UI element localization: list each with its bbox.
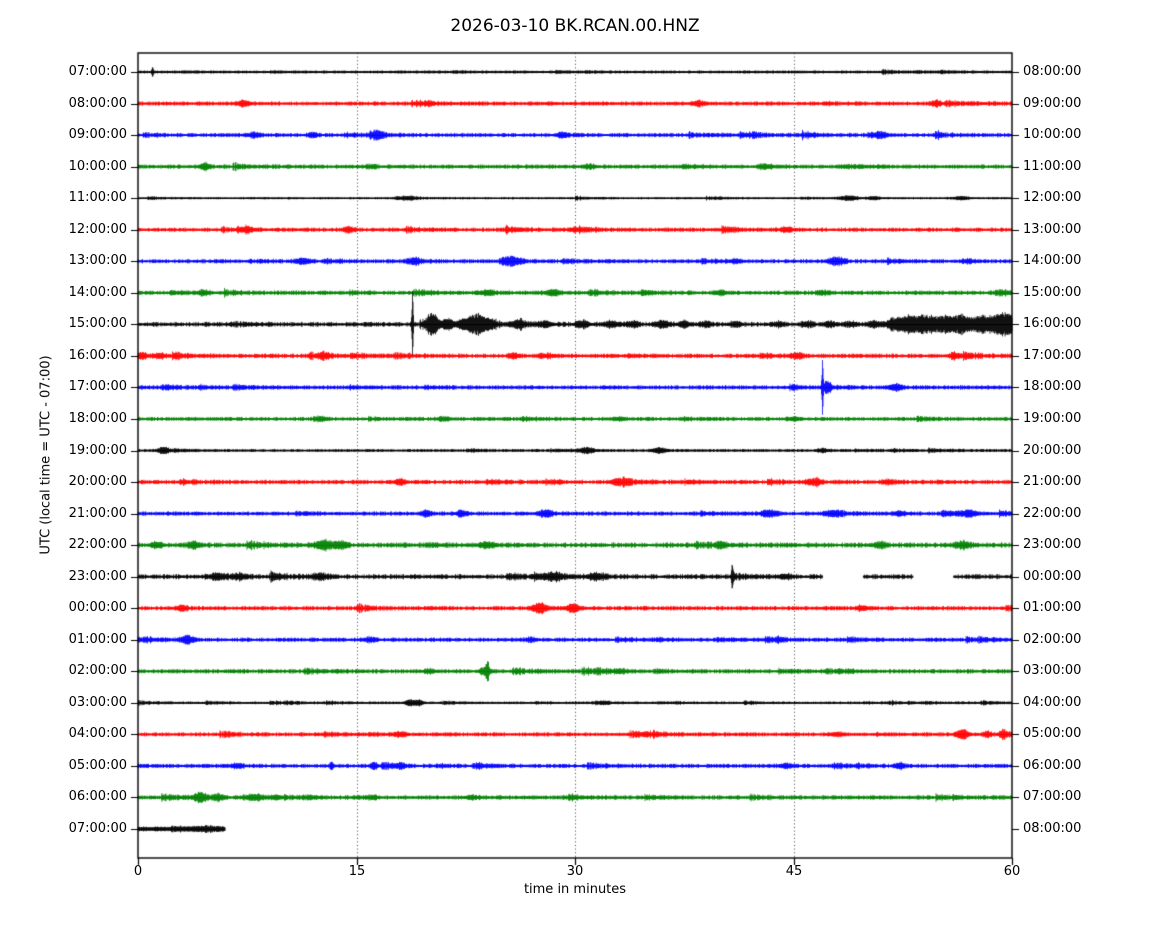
utc-time-label: 00:00:00	[68, 600, 127, 615]
utc-time-label: 18:00:00	[68, 411, 127, 426]
end-time-label: 00:00:00	[1023, 569, 1082, 584]
utc-time-label: 11:00:00	[68, 190, 127, 205]
end-time-label: 08:00:00	[1023, 64, 1082, 79]
end-time-label: 13:00:00	[1023, 222, 1082, 237]
end-time-label: 16:00:00	[1023, 316, 1082, 331]
end-time-label: 07:00:00	[1023, 789, 1082, 804]
x-axis-label: time in minutes	[523, 882, 627, 897]
end-time-label: 11:00:00	[1023, 159, 1082, 174]
utc-time-label: 10:00:00	[68, 159, 127, 174]
end-time-label: 05:00:00	[1023, 726, 1082, 741]
end-time-label: 18:00:00	[1023, 379, 1082, 394]
end-time-label: 04:00:00	[1023, 695, 1082, 710]
utc-time-label: 20:00:00	[68, 474, 127, 489]
utc-time-label: 15:00:00	[68, 316, 127, 331]
end-time-label: 23:00:00	[1023, 537, 1082, 552]
end-time-label: 08:00:00	[1023, 821, 1082, 836]
utc-time-label: 01:00:00	[68, 632, 127, 647]
utc-time-label: 03:00:00	[68, 695, 127, 710]
utc-time-label: 14:00:00	[68, 285, 127, 300]
x-tick-label: 30	[566, 864, 584, 879]
utc-time-label: 09:00:00	[68, 127, 127, 142]
x-tick-label: 60	[1003, 864, 1021, 879]
end-time-label: 10:00:00	[1023, 127, 1082, 142]
end-time-label: 17:00:00	[1023, 348, 1082, 363]
end-time-label: 20:00:00	[1023, 443, 1082, 458]
utc-time-label: 07:00:00	[68, 64, 127, 79]
end-time-label: 03:00:00	[1023, 663, 1082, 678]
end-time-label: 01:00:00	[1023, 600, 1082, 615]
x-tick-label: 45	[785, 864, 803, 879]
figure-title: 2026-03-10 BK.RCAN.00.HNZ	[450, 16, 700, 36]
utc-time-label: 02:00:00	[68, 663, 127, 678]
x-tick-label: 0	[133, 864, 143, 879]
utc-time-label: 05:00:00	[68, 758, 127, 773]
end-time-label: 21:00:00	[1023, 474, 1082, 489]
end-time-label: 22:00:00	[1023, 506, 1082, 521]
utc-time-label: 12:00:00	[68, 222, 127, 237]
utc-time-label: 16:00:00	[68, 348, 127, 363]
end-time-label: 14:00:00	[1023, 253, 1082, 268]
utc-time-label: 17:00:00	[68, 379, 127, 394]
end-time-label: 12:00:00	[1023, 190, 1082, 205]
end-time-label: 09:00:00	[1023, 96, 1082, 111]
utc-time-label: 08:00:00	[68, 96, 127, 111]
end-time-label: 19:00:00	[1023, 411, 1082, 426]
utc-time-label: 07:00:00	[68, 821, 127, 836]
end-time-label: 15:00:00	[1023, 285, 1082, 300]
end-time-label: 06:00:00	[1023, 758, 1082, 773]
utc-time-label: 04:00:00	[68, 726, 127, 741]
utc-time-label: 19:00:00	[68, 443, 127, 458]
x-tick-label: 15	[348, 864, 366, 879]
utc-time-label: 22:00:00	[68, 537, 127, 552]
end-time-label: 02:00:00	[1023, 632, 1082, 647]
utc-time-label: 13:00:00	[68, 253, 127, 268]
utc-time-label: 06:00:00	[68, 789, 127, 804]
utc-time-label: 23:00:00	[68, 569, 127, 584]
utc-time-label: 21:00:00	[68, 506, 127, 521]
